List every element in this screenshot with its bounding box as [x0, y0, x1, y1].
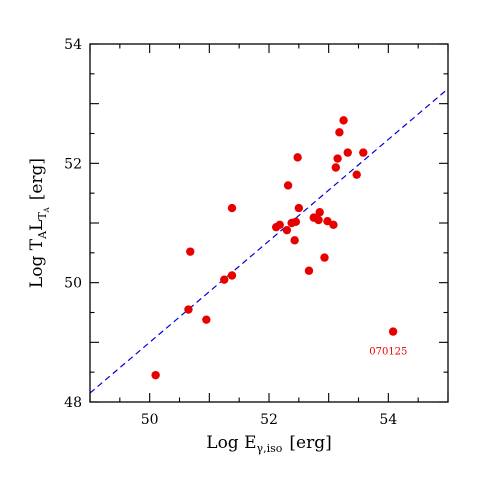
data-point-10: [283, 181, 293, 190]
data-point-1: [184, 305, 193, 314]
y-axis-title-subscript-1: A: [36, 230, 49, 240]
data-points-layer: [151, 116, 398, 380]
data-point-26: [339, 116, 348, 125]
x-axis-title-unit: [erg]: [289, 433, 331, 453]
data-point-22: [329, 220, 338, 229]
data-point-0: [151, 370, 160, 380]
data-point-15: [294, 203, 304, 213]
x-axis-title-subscript: γ,iso: [257, 442, 283, 455]
data-point-8: [275, 220, 284, 229]
data-point-29: [359, 148, 368, 157]
y-axis-title-subscript-2: T: [36, 212, 49, 220]
annotation-layer: 070125: [369, 346, 407, 357]
axis-ticks: 50 52 54 48 50 52 54: [64, 37, 449, 428]
y-tick-label: 50: [64, 276, 82, 292]
y-axis-title-unit: [erg]: [27, 158, 47, 200]
x-tick-label: 54: [379, 412, 397, 428]
data-point-4: [220, 275, 229, 284]
y-axis-title-subscript-2-sub: A: [43, 206, 51, 213]
data-point-6: [227, 203, 237, 213]
x-tick-label: 50: [141, 412, 159, 428]
data-point-27: [343, 148, 352, 157]
y-axis-title-prefix: Log T: [27, 238, 47, 288]
fit-line-layer: [90, 88, 448, 394]
fit-line: [90, 88, 448, 394]
data-point-16: [304, 266, 314, 275]
data-point-19: [315, 208, 324, 217]
y-tick-label: 48: [64, 395, 82, 411]
data-point-23: [331, 163, 341, 172]
data-point-12: [290, 236, 299, 245]
data-point-20: [320, 253, 329, 262]
data-point-9: [282, 225, 292, 235]
data-point-25: [335, 128, 344, 137]
x-axis-title: Log Eγ,iso [erg]: [206, 433, 331, 455]
data-point-3: [202, 315, 211, 324]
data-point-14: [293, 153, 302, 162]
y-axis-title-mid: L: [27, 220, 47, 231]
data-point-30: [388, 327, 398, 336]
x-axis-title-prefix: Log E: [206, 433, 256, 453]
y-tick-label: 54: [64, 37, 82, 53]
data-point-2: [186, 247, 195, 256]
data-point-13: [291, 217, 301, 227]
annotation-label-0: 070125: [369, 346, 407, 357]
data-point-28: [352, 170, 361, 179]
data-point-5: [227, 271, 237, 280]
x-tick-label: 52: [260, 412, 278, 428]
data-point-24: [333, 154, 342, 163]
data-point-18: [314, 215, 323, 225]
y-axis-title: Log TALTA[erg]: [27, 158, 51, 288]
y-tick-label: 52: [64, 156, 82, 172]
